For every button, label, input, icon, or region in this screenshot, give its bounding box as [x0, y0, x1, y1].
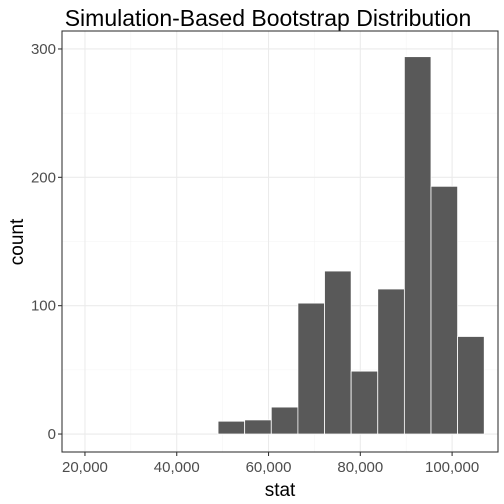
panel-border — [61, 30, 499, 453]
histogram-bar — [270, 406, 299, 435]
histogram-bar — [457, 336, 485, 435]
histogram-bar — [350, 370, 379, 435]
y-axis-title: count — [7, 218, 28, 265]
x-tick-label: 40,000 — [154, 459, 200, 476]
histogram-bar — [324, 270, 352, 435]
chart-title: Simulation-Based Bootstrap Distribution — [65, 5, 472, 31]
histogram-bars — [217, 56, 485, 435]
histogram-bar — [297, 302, 325, 435]
x-tick-label: 60,000 — [246, 459, 292, 476]
x-axis-title: stat — [265, 480, 296, 501]
histogram-bar — [403, 56, 432, 435]
x-tick-label: 80,000 — [337, 459, 383, 476]
histogram-bar — [244, 419, 272, 435]
y-tick-label: 100 — [31, 298, 56, 315]
x-tick-label: 100,000 — [425, 459, 479, 476]
x-tick-label: 20,000 — [62, 459, 108, 476]
y-tick-label: 0 — [48, 426, 56, 443]
y-tick-label: 300 — [31, 41, 56, 58]
y-tick-label: 200 — [31, 169, 56, 186]
histogram-bar — [430, 185, 459, 435]
histogram-bar — [377, 288, 405, 435]
axes: 20,000 40,000 60,000 80,000 100,000 0 100 200 30… — [31, 41, 479, 476]
histogram-bar — [217, 420, 246, 435]
